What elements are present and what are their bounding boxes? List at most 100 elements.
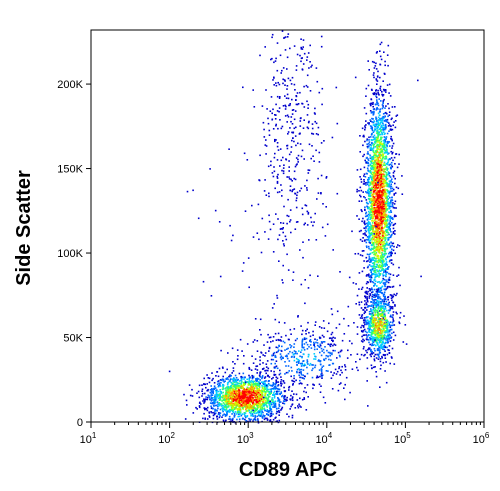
data-point: [379, 331, 381, 334]
data-point: [384, 146, 387, 149]
data-point: [386, 54, 389, 56]
data-point: [366, 191, 369, 194]
data-point: [256, 406, 259, 408]
data-point: [376, 148, 378, 151]
data-point: [377, 316, 379, 319]
data-point: [368, 273, 370, 276]
data-point: [268, 395, 271, 398]
data-point: [271, 397, 274, 399]
data-point: [367, 159, 370, 162]
data-point: [385, 149, 387, 152]
data-point: [373, 303, 376, 305]
data-point: [370, 276, 373, 279]
data-point: [368, 239, 371, 242]
data-point: [246, 386, 249, 389]
data-point: [381, 150, 384, 153]
data-point: [250, 406, 252, 409]
data-point: [379, 155, 382, 157]
data-point: [377, 322, 380, 324]
data-point: [356, 294, 359, 297]
data-point: [388, 207, 391, 209]
data-point: [369, 229, 371, 232]
data-point: [279, 401, 282, 403]
data-point: [385, 166, 388, 168]
data-point: [229, 390, 231, 393]
data-point: [375, 200, 378, 202]
data-point: [207, 388, 209, 391]
data-point: [371, 340, 374, 342]
data-point: [373, 120, 376, 123]
data-point: [240, 382, 243, 384]
data-point: [368, 141, 371, 143]
data-point: [270, 390, 273, 393]
data-point: [219, 389, 221, 391]
data-point: [392, 311, 395, 313]
data-point: [376, 180, 379, 182]
data-point: [236, 413, 238, 415]
data-point: [246, 402, 249, 405]
data-point: [372, 339, 375, 342]
data-point: [378, 119, 380, 121]
data-point: [383, 188, 386, 191]
data-point: [273, 373, 275, 376]
data-point: [384, 354, 386, 357]
data-point: [203, 407, 206, 409]
data-point: [389, 294, 392, 296]
data-point: [390, 138, 392, 140]
data-point: [386, 84, 389, 86]
data-point: [370, 317, 372, 319]
data-point: [224, 404, 227, 407]
data-point: [382, 80, 384, 82]
data-point: [214, 394, 216, 396]
data-point: [254, 391, 257, 393]
data-point: [250, 411, 252, 413]
data-point: [199, 401, 201, 404]
data-point: [381, 265, 383, 267]
data-point: [375, 124, 378, 127]
data-point: [219, 385, 222, 387]
data-point: [255, 390, 258, 393]
data-point: [373, 332, 376, 334]
data-point: [374, 235, 376, 238]
data-point: [214, 412, 217, 414]
data-point: [387, 296, 389, 299]
data-point: [391, 138, 393, 141]
data-point: [374, 311, 376, 314]
data-point: [247, 403, 250, 406]
data-point: [378, 207, 381, 209]
data-point: [387, 238, 390, 241]
data-point: [257, 384, 259, 386]
data-point: [360, 353, 363, 356]
data-point: [373, 124, 376, 127]
data-point: [372, 158, 374, 160]
data-point: [241, 392, 244, 394]
data-point: [374, 340, 377, 343]
data-point: [376, 99, 378, 101]
data-point: [380, 159, 383, 161]
data-point: [388, 242, 391, 245]
data-point: [264, 417, 267, 420]
data-point: [372, 144, 375, 147]
data-point: [374, 125, 377, 128]
data-point: [380, 211, 383, 214]
data-point: [380, 302, 382, 305]
data-point: [368, 123, 370, 126]
data-point: [381, 161, 383, 164]
data-point: [385, 201, 388, 203]
data-point: [376, 263, 378, 266]
data-point: [385, 381, 388, 384]
data-point: [365, 275, 368, 277]
data-point: [393, 193, 396, 195]
data-point: [222, 420, 225, 423]
data-point: [226, 387, 229, 390]
data-point: [256, 385, 258, 387]
data-point: [379, 225, 381, 228]
data-point: [370, 88, 373, 91]
data-point: [389, 203, 391, 205]
data-point: [374, 298, 376, 301]
data-point: [383, 226, 385, 229]
data-point: [380, 334, 382, 337]
data-point: [370, 259, 372, 261]
data-point: [212, 414, 215, 417]
data-point: [379, 270, 382, 272]
